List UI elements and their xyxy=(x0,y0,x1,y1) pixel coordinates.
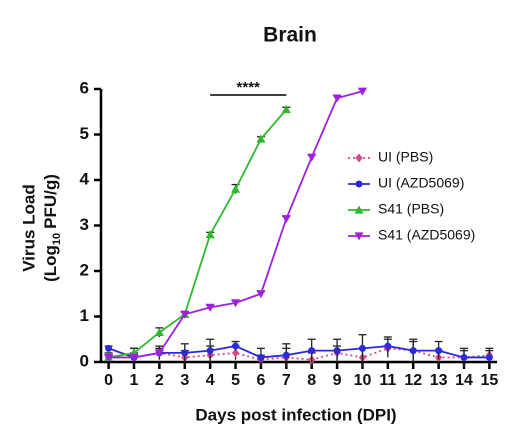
data-point xyxy=(180,310,190,319)
x-tick-label: 14 xyxy=(455,372,473,389)
y-label-part: PFU/g) xyxy=(41,174,60,229)
x-tick-label: 6 xyxy=(256,372,265,389)
x-tick-label: 11 xyxy=(379,372,396,389)
x-axis-label: Days post infection (DPI) xyxy=(195,405,396,424)
legend-marker xyxy=(355,153,363,163)
y-axis-label: Virus Load (Log10 PFU/g) xyxy=(19,174,62,282)
chart-title: Brain xyxy=(263,24,317,47)
y-tick-label: 4 xyxy=(80,169,90,188)
data-point xyxy=(256,134,266,143)
data-point xyxy=(357,87,367,96)
x-tick-label: 3 xyxy=(180,372,189,389)
data-point xyxy=(485,353,493,361)
y-label-part: (Log xyxy=(41,245,60,282)
data-point xyxy=(205,303,215,312)
significance-label: **** xyxy=(237,79,261,96)
x-tick-label: 4 xyxy=(206,372,215,389)
data-point xyxy=(232,342,240,350)
legend-label: UI (PBS) xyxy=(378,149,433,165)
data-point xyxy=(129,353,139,362)
legend-label: S41 (PBS) xyxy=(378,201,444,217)
x-tick-label: 5 xyxy=(231,372,240,389)
data-point xyxy=(256,290,266,299)
data-point xyxy=(358,344,366,352)
x-tick-label: 8 xyxy=(307,372,316,389)
data-point xyxy=(181,349,189,357)
x-tick-label: 0 xyxy=(104,372,113,389)
data-point xyxy=(308,347,316,355)
x-tick-label: 7 xyxy=(282,372,291,389)
data-point xyxy=(409,347,417,355)
data-point xyxy=(333,347,341,355)
data-point xyxy=(332,94,342,103)
legend-marker xyxy=(355,180,363,188)
x-tick-label: 10 xyxy=(354,372,372,389)
data-point xyxy=(307,153,317,162)
data-point xyxy=(282,351,290,359)
data-point xyxy=(281,215,291,224)
data-point xyxy=(154,327,164,337)
y-tick-label: 1 xyxy=(80,306,89,325)
x-tick-label: 12 xyxy=(404,372,422,389)
y-tick-label: 0 xyxy=(80,351,89,370)
data-point xyxy=(104,353,114,362)
y-tick-label: 6 xyxy=(80,78,89,97)
data-point xyxy=(154,349,164,358)
legend-marker xyxy=(354,232,364,241)
legend-marker xyxy=(354,205,364,214)
y-tick-label: 3 xyxy=(80,215,89,234)
y-label-line: Virus Load xyxy=(19,184,38,272)
y-tick-label: 2 xyxy=(80,260,89,279)
data-point xyxy=(281,104,291,114)
series-line xyxy=(108,90,363,359)
legend-label: UI (AZD5069) xyxy=(378,175,464,191)
legend-label: S41 (AZD5069) xyxy=(378,227,475,243)
x-tick-label: 15 xyxy=(480,372,498,389)
y-tick-label: 5 xyxy=(80,124,89,143)
x-tick-label: 1 xyxy=(130,372,139,389)
y-label-line: (Log10 PFU/g) xyxy=(41,174,62,282)
x-tick-label: 9 xyxy=(333,372,342,389)
x-tick-label: 13 xyxy=(430,372,448,389)
data-point xyxy=(205,230,215,239)
data-point xyxy=(257,353,265,361)
series-line xyxy=(108,108,287,359)
series-line xyxy=(108,345,490,359)
data-point xyxy=(460,353,468,361)
y-label-sub: 10 xyxy=(51,233,63,245)
x-tick-label: 2 xyxy=(155,372,164,389)
data-point xyxy=(384,342,392,350)
data-point xyxy=(231,184,241,193)
data-point xyxy=(435,347,443,355)
data-point xyxy=(231,348,240,358)
data-point xyxy=(231,299,241,308)
data-point xyxy=(105,344,113,352)
data-point xyxy=(206,347,214,355)
